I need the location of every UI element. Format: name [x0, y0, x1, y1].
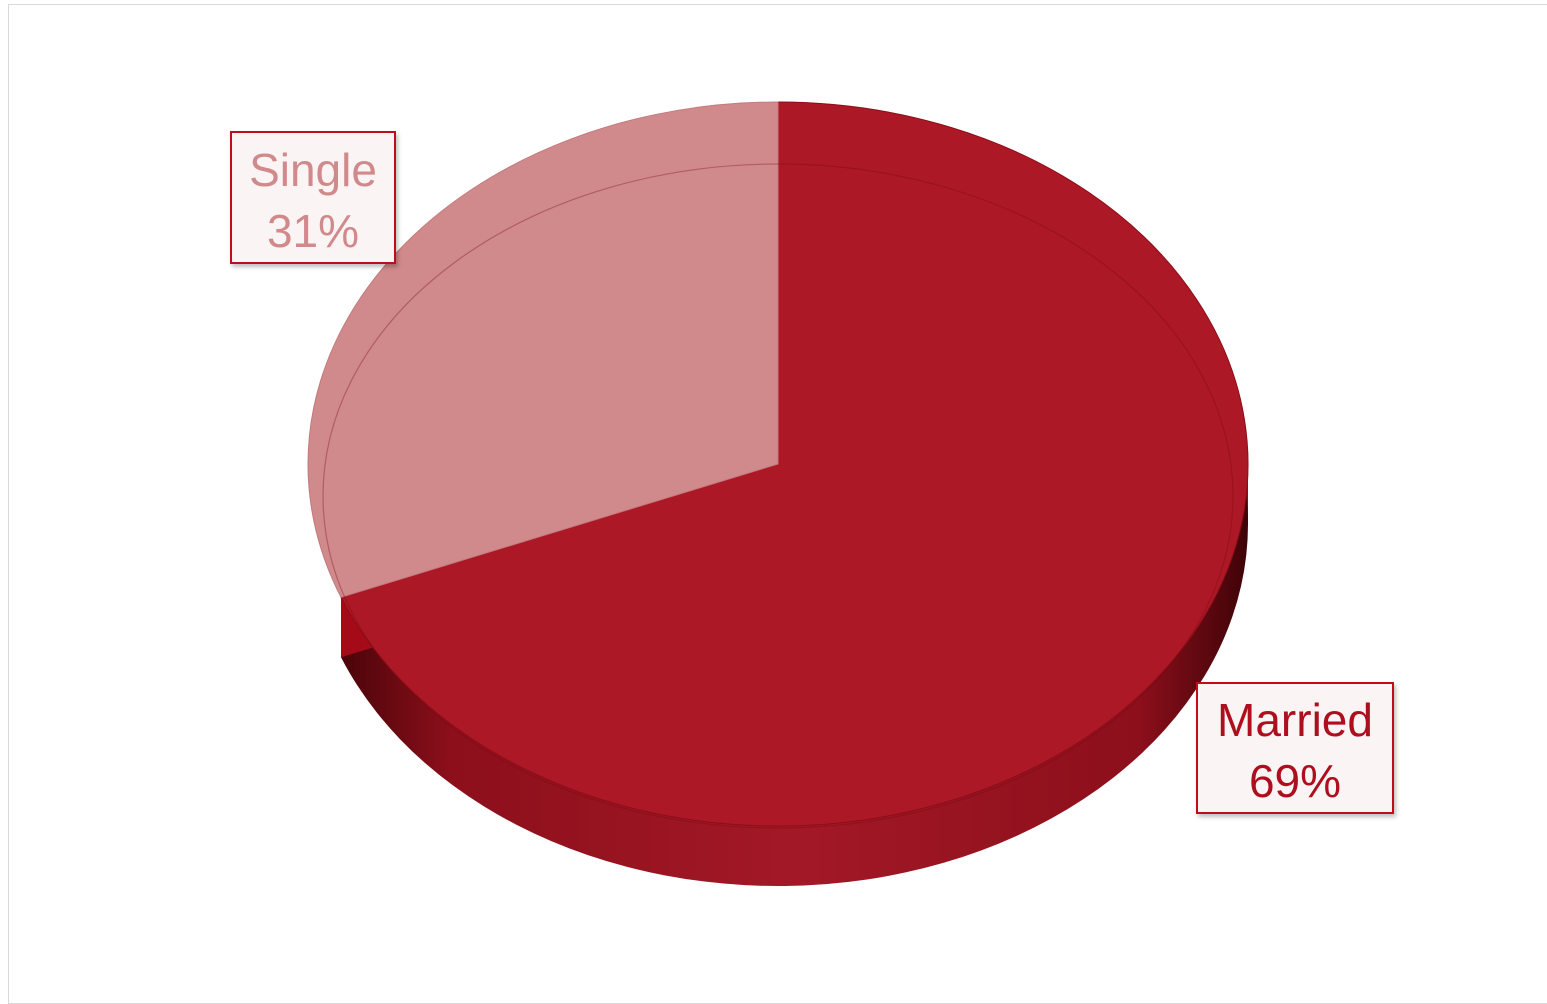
data-label-single-value: 31% — [267, 205, 359, 257]
data-label-married-value: 69% — [1249, 755, 1341, 807]
data-label-married-box — [1196, 682, 1394, 814]
pie-group — [307, 101, 1249, 886]
pie-slice-married — [340, 101, 1249, 827]
data-label-married[interactable]: Married 69% — [1196, 682, 1394, 814]
data-label-married-name: Married — [1217, 694, 1373, 746]
pie-bevel-ring — [322, 163, 1234, 829]
data-label-single-name: Single — [249, 144, 377, 196]
data-label-single-box — [230, 131, 396, 264]
data-label-single[interactable]: Single 31% — [230, 131, 396, 264]
pie-slice-married-side — [341, 464, 1248, 886]
